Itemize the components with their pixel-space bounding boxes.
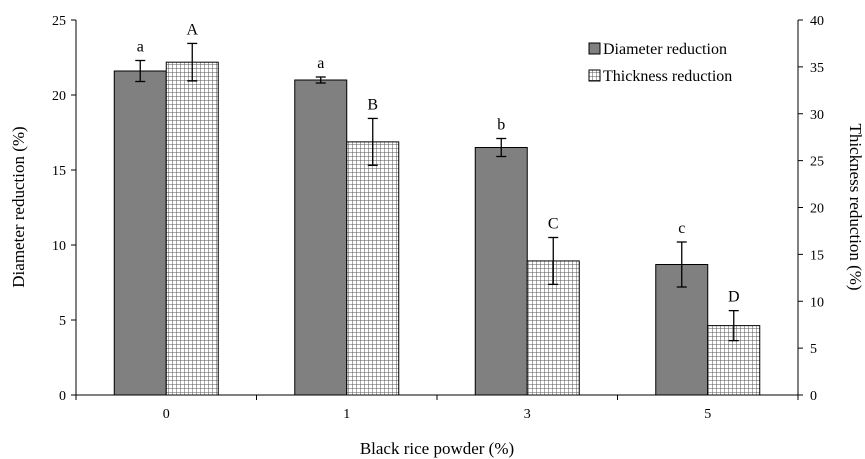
y-axis-right-title: Thickness reduction (%): [846, 123, 865, 290]
bar-diameter-3: [474, 147, 528, 396]
bar-thickness-0: [165, 61, 219, 396]
left-y-tick-label: 5: [59, 314, 66, 329]
legend-swatch-diameter: [588, 42, 601, 55]
bars-layer: [113, 61, 761, 396]
right-y-tick-label: 5: [810, 342, 817, 357]
x-tick-label: 3: [524, 407, 531, 422]
y-axis-left-title: Diameter reduction (%): [9, 126, 28, 287]
legend-label-thickness: Thickness reduction: [603, 68, 732, 85]
significance-letter: B: [367, 96, 378, 113]
significance-letter: b: [497, 117, 505, 134]
x-tick-label: 5: [704, 407, 711, 422]
left-y-tick-label: 0: [59, 389, 66, 404]
left-y-tick-label: 15: [52, 164, 66, 179]
x-tick-label: 1: [343, 407, 350, 422]
right-y-ticks: 0 5 10 15 20 25 30 35 40: [798, 14, 824, 404]
legend: Diameter reduction Thickness reduction: [588, 41, 732, 85]
right-y-tick-label: 30: [810, 108, 824, 123]
significance-letters-layer: a a b c A B C D: [137, 21, 740, 305]
bar-thickness-1: [346, 141, 400, 396]
right-y-tick-label: 15: [810, 248, 824, 263]
bar-diameter-0: [113, 70, 167, 396]
legend-label-diameter: Diameter reduction: [603, 41, 727, 58]
x-ticks: 0 1 3 5: [75, 395, 799, 422]
significance-letter: A: [186, 21, 198, 38]
right-y-tick-label: 0: [810, 389, 817, 404]
left-y-tick-label: 25: [52, 14, 66, 29]
right-y-tick-label: 20: [810, 202, 824, 217]
left-y-tick-label: 10: [52, 239, 66, 254]
x-axis-title: Black rice powder (%): [360, 439, 514, 458]
legend-swatch-thickness: [588, 69, 601, 82]
x-tick-label: 0: [163, 407, 170, 422]
right-y-tick-label: 25: [810, 155, 824, 170]
right-y-tick-label: 10: [810, 295, 824, 310]
bar-diameter-1: [294, 79, 348, 396]
left-y-tick-label: 20: [52, 89, 66, 104]
significance-letter: D: [728, 289, 740, 306]
right-y-tick-label: 35: [810, 61, 824, 76]
significance-letter: C: [548, 216, 559, 233]
left-y-ticks: 0 5 10 15 20 25: [52, 14, 76, 404]
significance-letter: a: [137, 39, 144, 56]
right-y-tick-label: 40: [810, 14, 824, 29]
significance-letter: a: [317, 55, 324, 72]
significance-letter: c: [678, 220, 685, 237]
error-bars-layer: [135, 42, 739, 342]
